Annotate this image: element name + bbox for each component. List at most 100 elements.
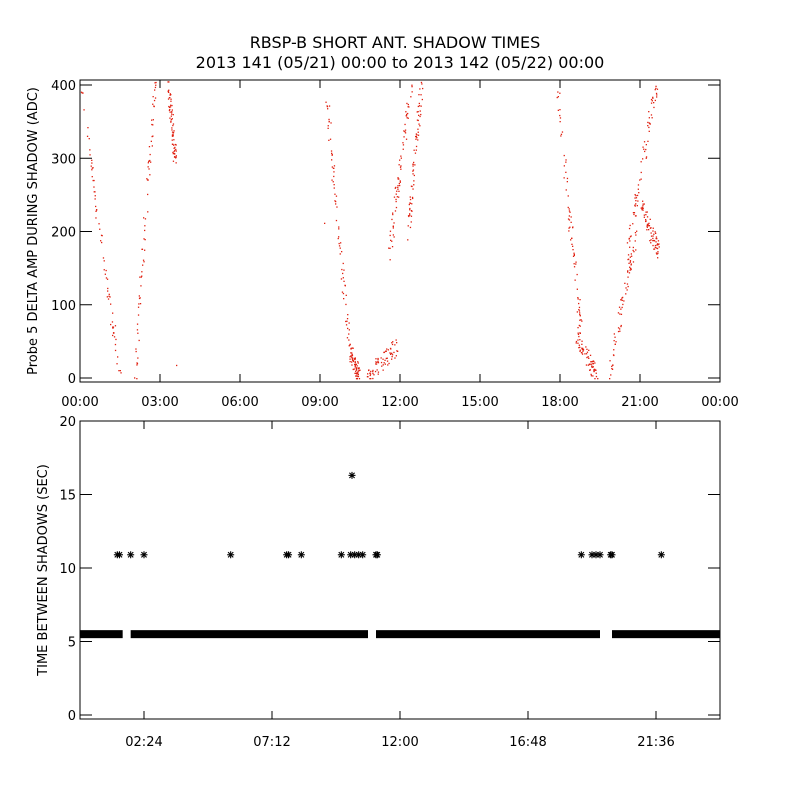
top-data-point xyxy=(167,91,169,93)
top-data-point xyxy=(395,206,398,209)
top-data-point xyxy=(642,209,644,211)
top-data-point xyxy=(93,191,95,193)
top-data-point xyxy=(643,214,645,216)
top-data-point xyxy=(395,200,397,203)
top-data-point xyxy=(381,365,383,367)
top-data-point xyxy=(143,261,145,263)
top-data-point xyxy=(372,369,374,372)
top-data-point xyxy=(174,149,176,152)
top-data-point xyxy=(172,124,174,127)
top-data-point xyxy=(354,358,356,360)
top-data-point xyxy=(654,89,656,91)
top-data-point xyxy=(112,326,114,329)
top-data-point xyxy=(563,177,565,179)
top-data-point xyxy=(411,91,413,93)
top-data-point xyxy=(572,245,574,247)
top-data-point xyxy=(594,378,596,380)
bottom-y-tick-label: 10 xyxy=(59,562,76,577)
top-data-point xyxy=(576,311,578,313)
top-data-point xyxy=(560,135,562,137)
top-data-point xyxy=(410,221,412,223)
top-data-point xyxy=(631,255,633,257)
top-data-point xyxy=(393,236,395,238)
top-data-point xyxy=(656,96,658,98)
top-data-point xyxy=(338,226,340,228)
top-data-point xyxy=(593,368,596,370)
top-data-point xyxy=(168,105,170,108)
top-data-point xyxy=(136,363,139,365)
top-data-point xyxy=(619,328,621,330)
top-data-point xyxy=(577,333,580,335)
top-data-point xyxy=(345,324,348,326)
top-data-point xyxy=(655,241,657,243)
top-data-point xyxy=(648,222,650,224)
top-data-point xyxy=(581,320,583,322)
top-data-point xyxy=(370,370,372,373)
top-data-point xyxy=(635,234,637,236)
top-data-point xyxy=(345,320,347,323)
top-data-point xyxy=(391,354,394,356)
top-data-point xyxy=(572,249,574,251)
top-data-point xyxy=(416,137,418,139)
top-data-point xyxy=(169,108,171,111)
top-data-point xyxy=(328,105,331,107)
top-data-point xyxy=(354,361,356,363)
top-data-point xyxy=(171,131,174,133)
top-data-point xyxy=(325,101,327,103)
top-data-point xyxy=(149,159,151,162)
top-data-point xyxy=(653,239,655,242)
top-data-point xyxy=(112,334,114,337)
top-data-point xyxy=(354,363,356,366)
top-data-point xyxy=(648,117,650,119)
top-data-point xyxy=(645,148,647,151)
top-data-point xyxy=(399,181,401,183)
top-data-point xyxy=(355,372,357,374)
top-data-point xyxy=(399,180,401,182)
top-data-point xyxy=(633,212,636,214)
top-y-axis-label: Probe 5 DELTA AMP DURING SHADOW (ADC) xyxy=(26,87,41,375)
top-data-point xyxy=(171,111,173,113)
top-data-point xyxy=(376,369,378,371)
top-data-point xyxy=(573,266,576,268)
top-data-point xyxy=(402,142,404,144)
top-data-point xyxy=(589,363,591,365)
top-data-point xyxy=(636,194,639,197)
top-data-point xyxy=(153,105,155,108)
top-data-point xyxy=(578,347,580,349)
top-data-point xyxy=(171,129,173,131)
top-data-point xyxy=(331,179,333,181)
top-y-tick-label: 0 xyxy=(68,372,76,387)
top-data-point xyxy=(565,171,567,173)
top-data-point xyxy=(154,82,156,84)
top-data-point xyxy=(89,154,91,156)
high-star-point xyxy=(297,551,305,559)
top-data-point xyxy=(409,207,411,210)
top-data-point xyxy=(648,225,650,227)
high-star-point xyxy=(596,551,604,559)
top-data-point xyxy=(578,306,581,309)
top-data-point xyxy=(349,358,351,360)
top-data-point xyxy=(585,346,587,348)
top-data-point xyxy=(571,243,573,245)
top-data-point xyxy=(414,152,417,154)
top-data-point xyxy=(375,363,377,365)
top-data-point xyxy=(623,300,625,302)
top-data-point xyxy=(629,224,631,227)
top-data-point xyxy=(577,297,579,299)
top-data-point xyxy=(347,327,349,330)
top-data-point xyxy=(334,200,336,202)
top-data-point xyxy=(137,332,139,334)
top-data-point xyxy=(419,88,421,90)
top-data-point xyxy=(565,159,567,161)
top-data-point xyxy=(338,236,340,238)
top-y-tick-label: 100 xyxy=(51,299,76,314)
top-data-point xyxy=(138,297,141,300)
high-star-point xyxy=(373,551,381,559)
top-data-point xyxy=(173,130,175,132)
top-data-point xyxy=(579,319,581,321)
top-data-point xyxy=(592,366,594,368)
top-data-point xyxy=(348,345,350,347)
top-data-point xyxy=(648,130,650,132)
top-data-point xyxy=(330,150,333,152)
top-data-point xyxy=(136,323,139,325)
